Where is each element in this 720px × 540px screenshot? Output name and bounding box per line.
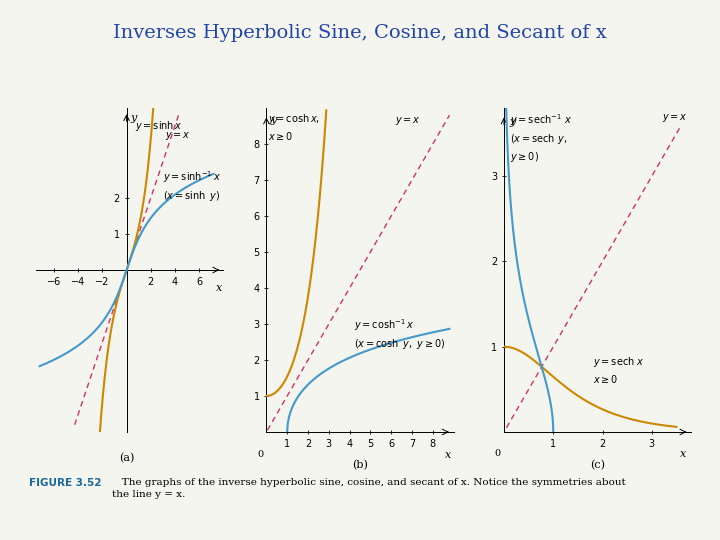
- Text: $y = x$: $y = x$: [395, 115, 421, 127]
- Text: $y = \sinh^{-1} x$
$(x = \sinh\ y)$: $y = \sinh^{-1} x$ $(x = \sinh\ y)$: [163, 169, 221, 203]
- Text: y: y: [271, 115, 276, 125]
- Text: x: x: [445, 450, 451, 460]
- Text: 0: 0: [495, 449, 500, 458]
- Text: x: x: [680, 449, 686, 459]
- Text: y: y: [130, 113, 137, 124]
- Text: $y = \cosh x,$
$x \geq 0$: $y = \cosh x,$ $x \geq 0$: [269, 112, 320, 141]
- Text: FIGURE 3.52: FIGURE 3.52: [29, 478, 102, 488]
- Text: Inverses Hyperbolic Sine, Cosine, and Secant of x: Inverses Hyperbolic Sine, Cosine, and Se…: [113, 24, 607, 42]
- Text: (a): (a): [119, 453, 134, 463]
- Text: 0: 0: [257, 450, 264, 459]
- Text: $y = x$: $y = x$: [165, 130, 191, 141]
- Text: $y = \mathrm{sech}^{-1}\ x$
$(x = \mathrm{sech}\ y,$
$y \geq 0)$: $y = \mathrm{sech}^{-1}\ x$ $(x = \mathr…: [510, 112, 572, 164]
- Text: (c): (c): [590, 460, 605, 470]
- Text: $y = \sinh x$: $y = \sinh x$: [135, 119, 183, 133]
- Text: $y = \cosh^{-1} x$
$(x = \cosh\ y,\ y \geq 0)$: $y = \cosh^{-1} x$ $(x = \cosh\ y,\ y \g…: [354, 317, 446, 350]
- Text: y: y: [509, 117, 516, 126]
- Text: $y = x$: $y = x$: [662, 112, 688, 124]
- Text: The graphs of the inverse hyperbolic sine, cosine, and secant of x. Notice the s: The graphs of the inverse hyperbolic sin…: [112, 478, 626, 500]
- Text: $y = \mathrm{sech}\ x$
$x \geq 0$: $y = \mathrm{sech}\ x$ $x \geq 0$: [593, 355, 644, 385]
- Text: (b): (b): [352, 460, 368, 470]
- Text: x: x: [216, 282, 222, 293]
